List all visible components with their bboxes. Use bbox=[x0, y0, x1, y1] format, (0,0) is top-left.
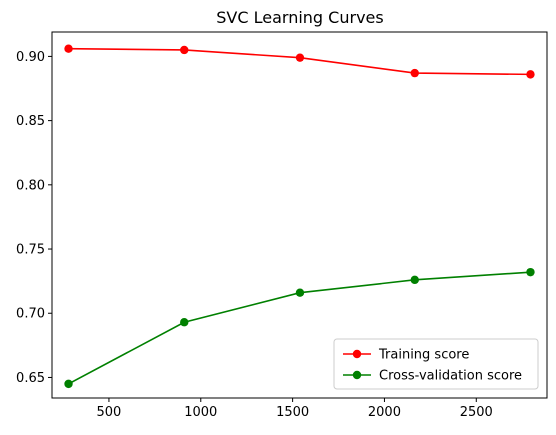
y-tick-label: 0.85 bbox=[16, 114, 45, 129]
series-1-point bbox=[64, 379, 73, 389]
y-tick-label: 0.90 bbox=[16, 50, 45, 65]
plot-area: 500 1000 1500 2000 2500 0.65 0.70 0.75 0.80 0.85 0… bbox=[16, 44, 535, 420]
legend-swatch-marker bbox=[352, 349, 362, 359]
y-tick-label: 0.65 bbox=[16, 371, 45, 386]
legend-swatch-marker bbox=[352, 370, 362, 380]
x-tick-label: 500 bbox=[97, 405, 122, 420]
series-0-point bbox=[180, 45, 189, 55]
series-0-point bbox=[410, 68, 419, 78]
y-tick-label: 0.70 bbox=[16, 307, 45, 322]
chart-title: SVC Learning Curves bbox=[216, 8, 383, 27]
x-tick-label: 2000 bbox=[368, 405, 401, 420]
series-1-point bbox=[410, 275, 419, 285]
legend-entry-label: Training score bbox=[378, 348, 469, 363]
series-1-point bbox=[526, 267, 535, 277]
axes-frame bbox=[51, 31, 548, 399]
x-tick-label: 2500 bbox=[460, 405, 493, 420]
series-0-point bbox=[64, 44, 73, 53]
x-tick-label: 1500 bbox=[276, 405, 309, 420]
series-1-point bbox=[180, 318, 189, 327]
legend: Training score Cross-validation score bbox=[333, 338, 539, 390]
x-tick-label: 1000 bbox=[184, 405, 217, 420]
y-tick-label: 0.75 bbox=[16, 243, 45, 258]
series-0-point bbox=[295, 53, 305, 62]
legend-entry-label: Cross-validation score bbox=[379, 369, 522, 384]
series-0-point bbox=[526, 70, 535, 79]
y-tick-label: 0.80 bbox=[16, 178, 45, 193]
legend-box bbox=[333, 338, 539, 390]
series-1-point bbox=[295, 288, 305, 297]
